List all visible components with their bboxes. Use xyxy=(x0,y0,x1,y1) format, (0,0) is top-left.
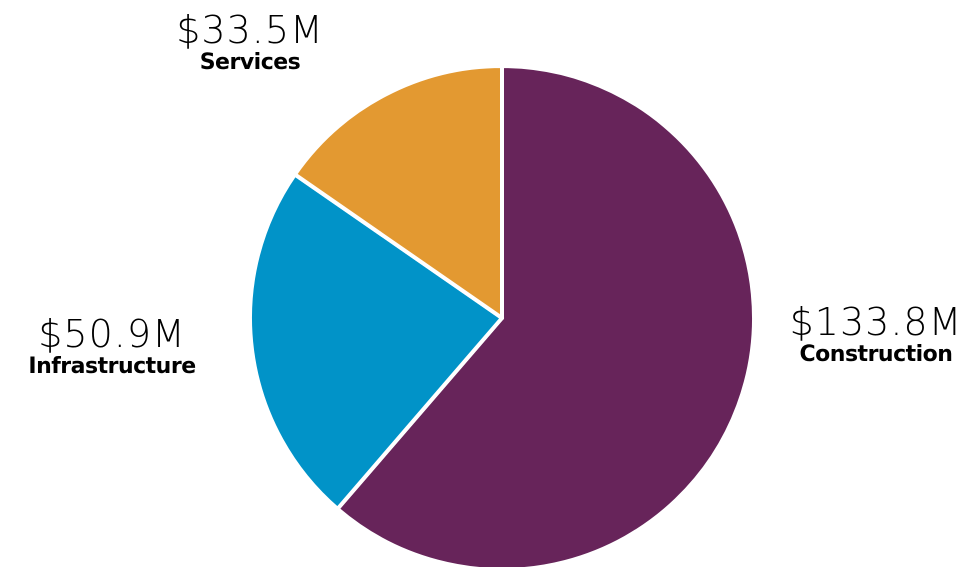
value-label-infrastructure: $50.9M xyxy=(38,312,186,356)
category-label-services: Services xyxy=(199,50,301,75)
label-construction: $133.8M Construction xyxy=(790,302,963,368)
pie-slice-infrastructure xyxy=(248,172,504,511)
pie-slices xyxy=(248,64,756,567)
pie-slice-construction xyxy=(335,64,756,567)
value-label-services: $33.5M xyxy=(176,8,324,52)
label-services: $33.5M Services xyxy=(176,10,324,76)
label-infrastructure: $50.9M Infrastructure xyxy=(28,312,196,380)
value-label-construction: $133.8M xyxy=(789,300,963,344)
category-label-infrastructure: Infrastructure xyxy=(28,354,196,379)
pie-slice-services xyxy=(292,64,504,320)
category-label-construction: Construction xyxy=(799,342,953,367)
